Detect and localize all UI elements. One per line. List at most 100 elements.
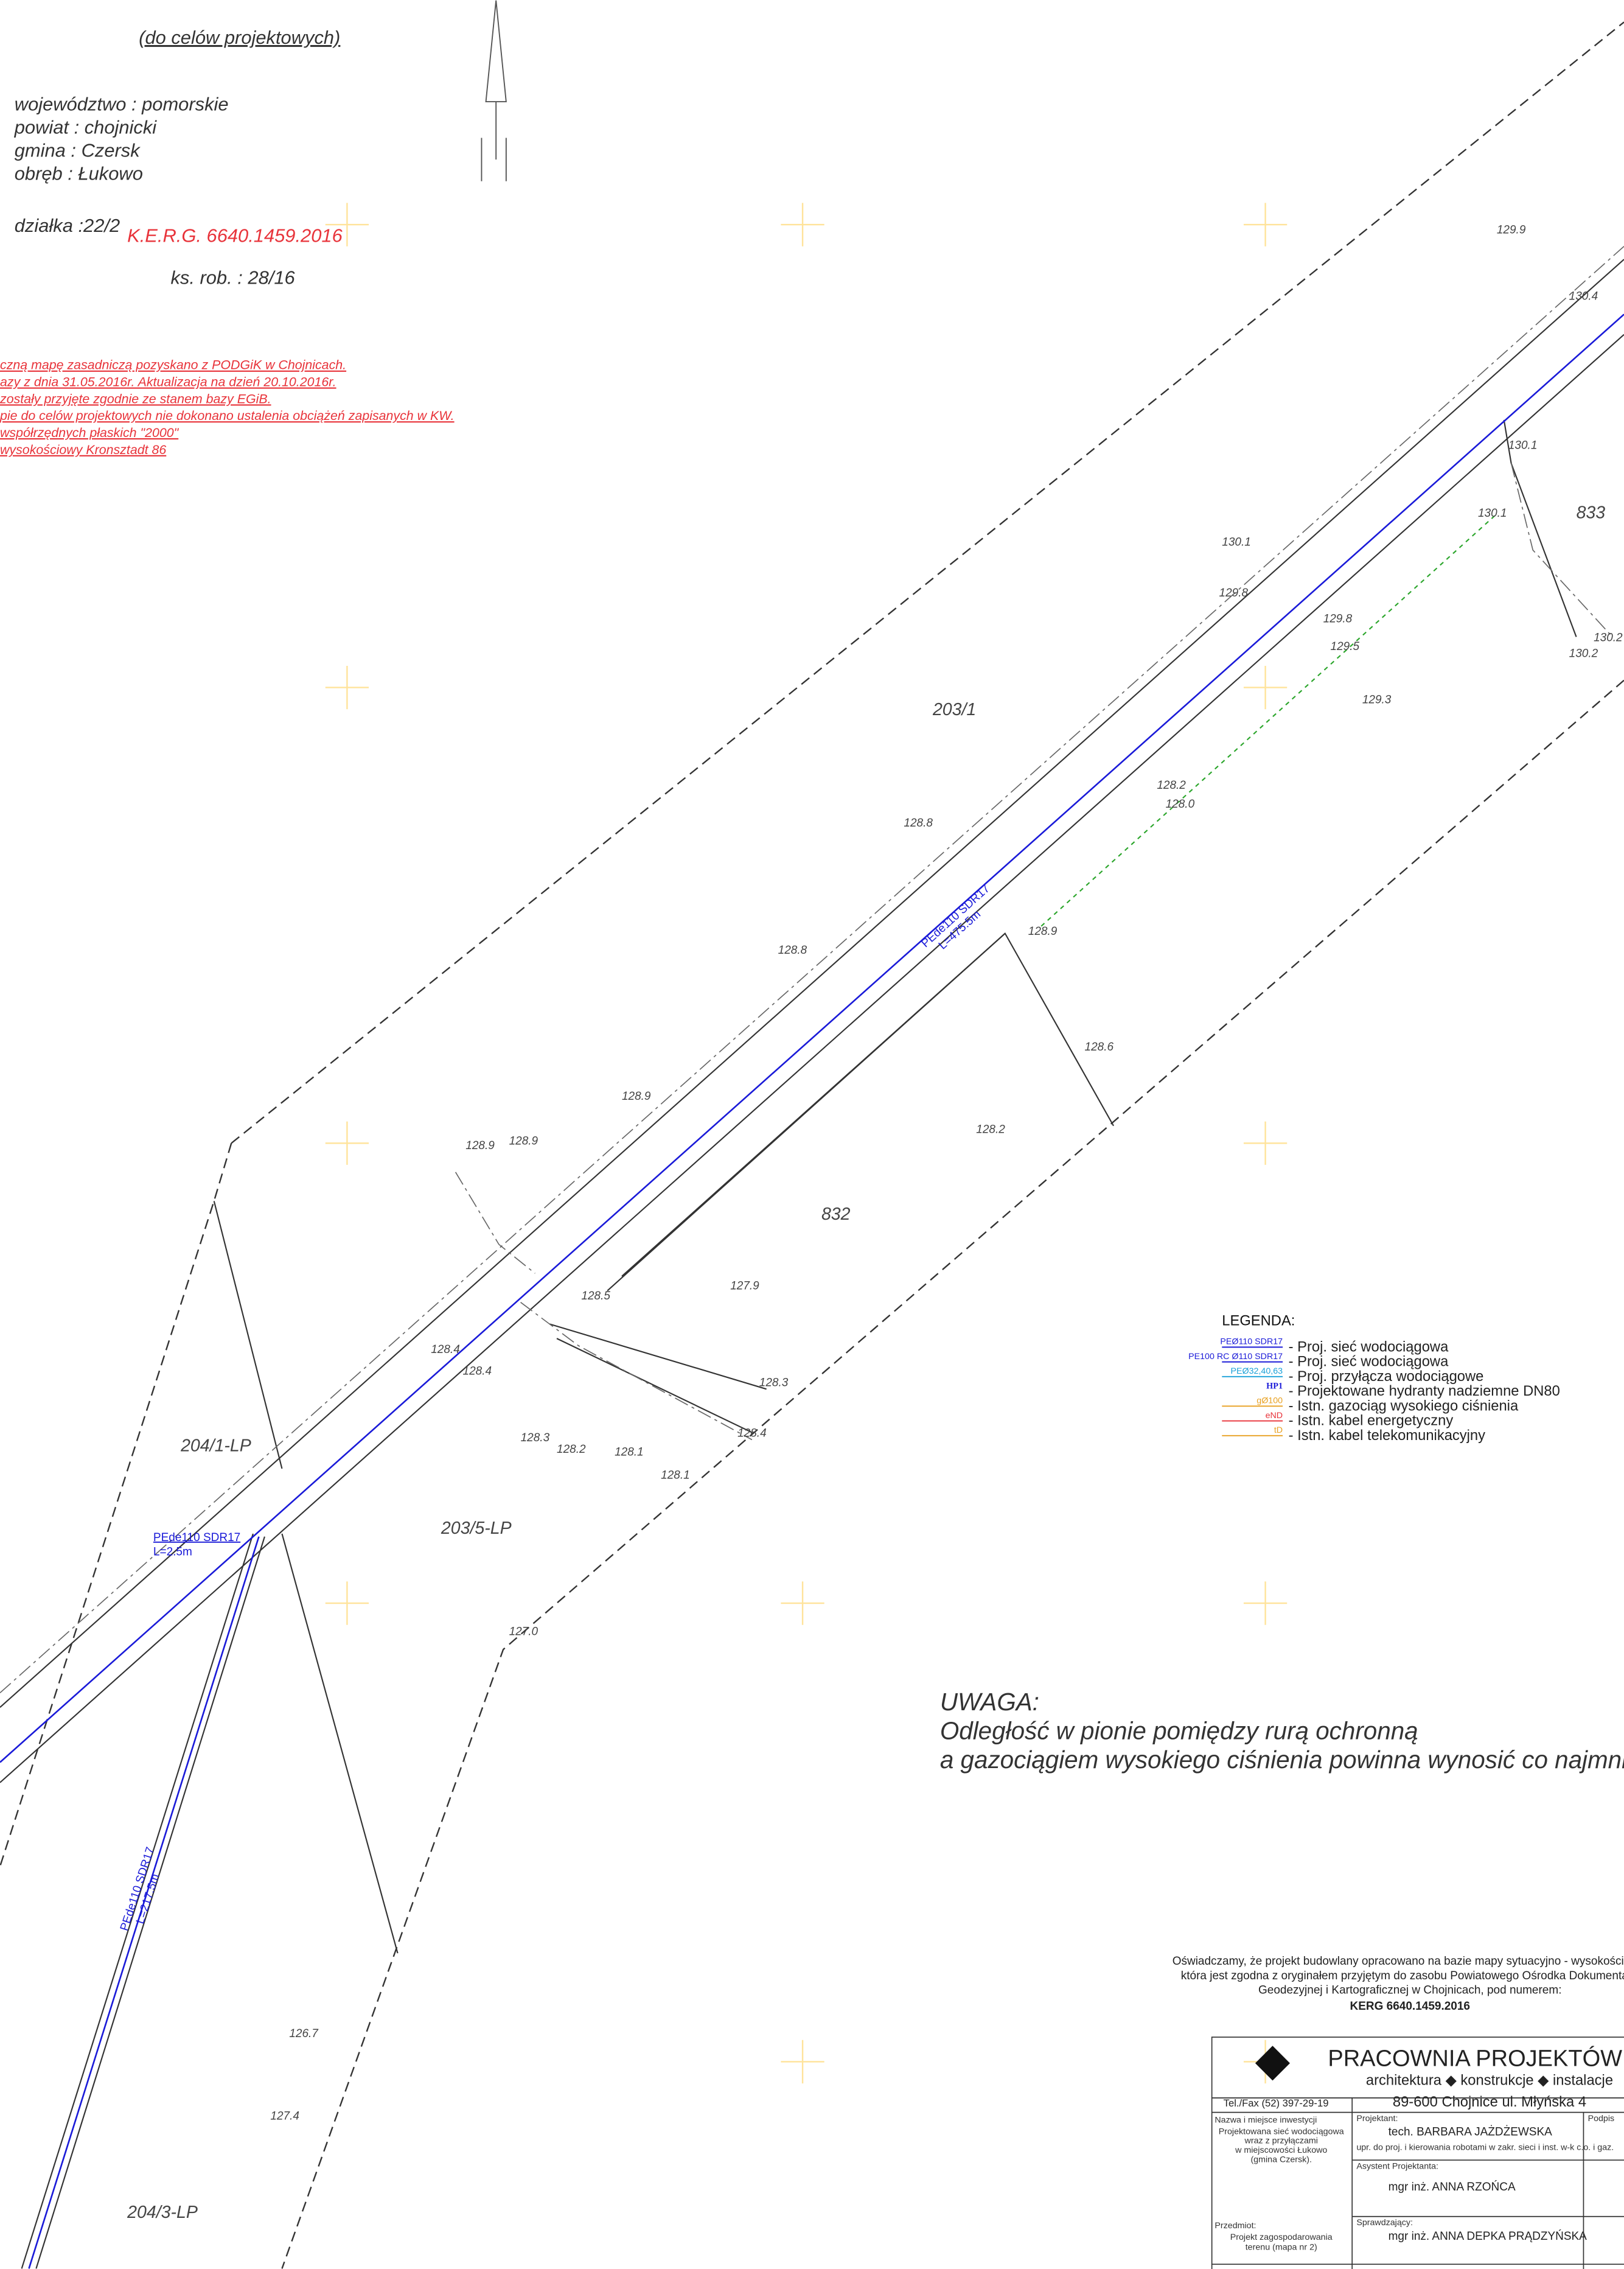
legend-sample: PEØ110 SDR17 (1220, 1337, 1283, 1347)
note: współrzędnych płaskich "2000" (0, 425, 179, 440)
remark-line: Odległość w pionie pomiędzy rurą ochronn… (940, 1716, 1418, 1744)
legend-sample: eND (1266, 1411, 1283, 1421)
legend-text: - Istn. gazociąg wysokiego ciśnienia (1289, 1397, 1519, 1414)
legend-text: - Proj. przyłącza wodociągowe (1289, 1368, 1484, 1385)
legend-text: - Proj. sieć wodociągowa (1289, 1339, 1449, 1355)
legend-text: - Istn. kabel telekomunikacyjny (1289, 1427, 1486, 1444)
elevation: 129.3 (1362, 694, 1392, 707)
elevation: 128.4 (463, 1365, 492, 1378)
investment: Projektowana sieć wodociągowa (1219, 2127, 1344, 2136)
firm-name: PRACOWNIA PROJEKTÓW (1328, 2046, 1622, 2072)
legend-sample: PEØ32,40,63 (1231, 1366, 1283, 1376)
pipe-length: L=2.5m (153, 1546, 192, 1559)
elevation: 128.3 (759, 1377, 789, 1390)
elevation: 130.1 (1508, 439, 1538, 452)
elevation: 128.4 (431, 1343, 460, 1356)
commune: gmina : Czersk (15, 139, 141, 161)
elevation: 130.1 (1222, 536, 1251, 549)
elevation: 128.2 (1157, 779, 1186, 792)
work-number: ks. rob. : 28/16 (170, 267, 295, 288)
cell-label: Przedmiot: (1215, 2221, 1256, 2231)
elevation: 127.0 (509, 1625, 538, 1638)
elevation: 128.2 (976, 1124, 1005, 1136)
elevation: 128.2 (557, 1443, 586, 1456)
firm-address: 89-600 Chojnice ul. Młyńska 4 (1393, 2094, 1586, 2110)
designer-rights: upr. do proj. i kierowania robotami w za… (1356, 2142, 1614, 2152)
note: azy z dnia 31.05.2016r. Aktualizacja na … (0, 375, 336, 390)
parcel-number: 203/5-LP (441, 1519, 512, 1538)
parcel-number: 833 (1577, 503, 1606, 523)
kerg: K.E.R.G. 6640.1459.2016 (127, 225, 343, 246)
elevation: 128.3 (521, 1432, 550, 1444)
firm-profile: architektura ◆ konstrukcje ◆ instalacje (1366, 2072, 1613, 2088)
elevation: 128.5 (581, 1290, 610, 1302)
legend-text: - Proj. sieć wodociągowa (1289, 1354, 1449, 1370)
elevation: 128.4 (737, 1427, 767, 1440)
statement-line: która jest zgodna z oryginałem przyjętym… (1181, 1970, 1624, 1982)
legend-sample: gØ100 (1256, 1396, 1283, 1406)
assistant: mgr inż. ANNA RZOŃCA (1389, 2181, 1516, 2194)
cell-label: Projektant: (1356, 2114, 1398, 2124)
elevation: 130.4 (1569, 290, 1598, 303)
subject: terenu (mapa nr 2) (1246, 2242, 1317, 2252)
remark-title: UWAGA: (940, 1688, 1039, 1716)
elevation: 128.8 (778, 944, 807, 957)
investment: w miejscowości Łukowo (1235, 2145, 1327, 2155)
elevation: 128.0 (1166, 798, 1195, 811)
checker: mgr inż. ANNA DEPKA PRĄDZYŃSKA (1389, 2230, 1587, 2243)
precinct: obręb : Łukowo (15, 163, 143, 184)
legend-sample: PE100 RC Ø110 SDR17 (1188, 1352, 1283, 1362)
subject: Projekt zagospodarowania (1230, 2232, 1333, 2242)
designer: tech. BARBARA JAŻDŻEWSKA (1389, 2126, 1553, 2139)
plot: działka :22/2 (15, 215, 120, 236)
elevation: 130.1 (1478, 507, 1507, 520)
subtitle: (do celów projektowych) (139, 27, 340, 48)
legend-text: - Projektowane hydranty nadziemne DN80 (1289, 1383, 1560, 1399)
elevation: 128.1 (661, 1469, 690, 1482)
parcel-number: 204/3-LP (127, 2203, 198, 2222)
note: czną mapę zasadniczą pozyskano z PODGiK … (0, 358, 346, 372)
parcel-number: 832 (821, 1204, 851, 1224)
statement-code: KERG 6640.1459.2016 (1350, 2000, 1470, 2013)
parcel-number: 203/1 (932, 700, 976, 719)
elevation: 127.9 (730, 1279, 759, 1292)
legend-sample: tD (1274, 1425, 1283, 1435)
site-plan: (do celów projektowych) województwo : po… (0, 0, 1624, 2269)
statement-line: Geodezyjnej i Kartograficznej w Chojnica… (1258, 1984, 1561, 1997)
pipe-label: PEde110 SDR17 (153, 1531, 240, 1544)
parcel-number: 204/1-LP (180, 1436, 251, 1455)
elevation: 129.5 (1331, 640, 1360, 653)
investment: (gmina Czersk). (1250, 2155, 1312, 2165)
elevation: 129.9 (1497, 223, 1526, 236)
note: wysokościowy Kronsztadt 86 (0, 442, 166, 457)
elevation: 129.8 (1219, 587, 1249, 600)
elevation: 129.8 (1323, 613, 1353, 626)
cell-label: Nazwa i miejsce inwestycji (1215, 2115, 1317, 2125)
background (0, 1, 1624, 2269)
elevation: 128.9 (622, 1090, 651, 1103)
note: pie do celów projektowych nie dokonano u… (0, 408, 455, 423)
voivodeship: województwo : pomorskie (15, 93, 229, 114)
legend-text: - Istn. kabel energetyczny (1289, 1413, 1454, 1429)
elevation: 128.9 (509, 1135, 538, 1148)
cell-label: Sprawdzający: (1356, 2218, 1413, 2228)
elevation: 126.7 (289, 2027, 319, 2040)
county: powiat : chojnicki (14, 116, 158, 138)
elevation: 130.2 (1569, 648, 1598, 660)
elevation: 127.4 (270, 2110, 299, 2123)
elevation: 130.2 (1594, 632, 1623, 645)
firm-phone: Tel./Fax (52) 397-29-19 (1224, 2097, 1329, 2109)
elevation: 128.1 (615, 1446, 644, 1459)
investment: wraz z przyłączami (1244, 2136, 1318, 2146)
signature: Podpis (1588, 2114, 1615, 2124)
statement-line: Oświadczamy, że projekt budowlany opraco… (1173, 1955, 1624, 1968)
elevation: 128.6 (1085, 1041, 1114, 1054)
legend-title: LEGENDA: (1222, 1313, 1295, 1329)
note: zostały przyjęte zgodnie ze stanem bazy … (0, 391, 271, 406)
elevation: 128.9 (1028, 925, 1058, 938)
legend-sample: HP1 (1266, 1381, 1283, 1391)
cell-label: Asystent Projektanta: (1356, 2161, 1438, 2171)
elevation: 128.8 (904, 817, 933, 830)
elevation: 128.9 (465, 1139, 495, 1152)
remark-line: a gazociągiem wysokiego ciśnienia powinn… (940, 1746, 1624, 1774)
